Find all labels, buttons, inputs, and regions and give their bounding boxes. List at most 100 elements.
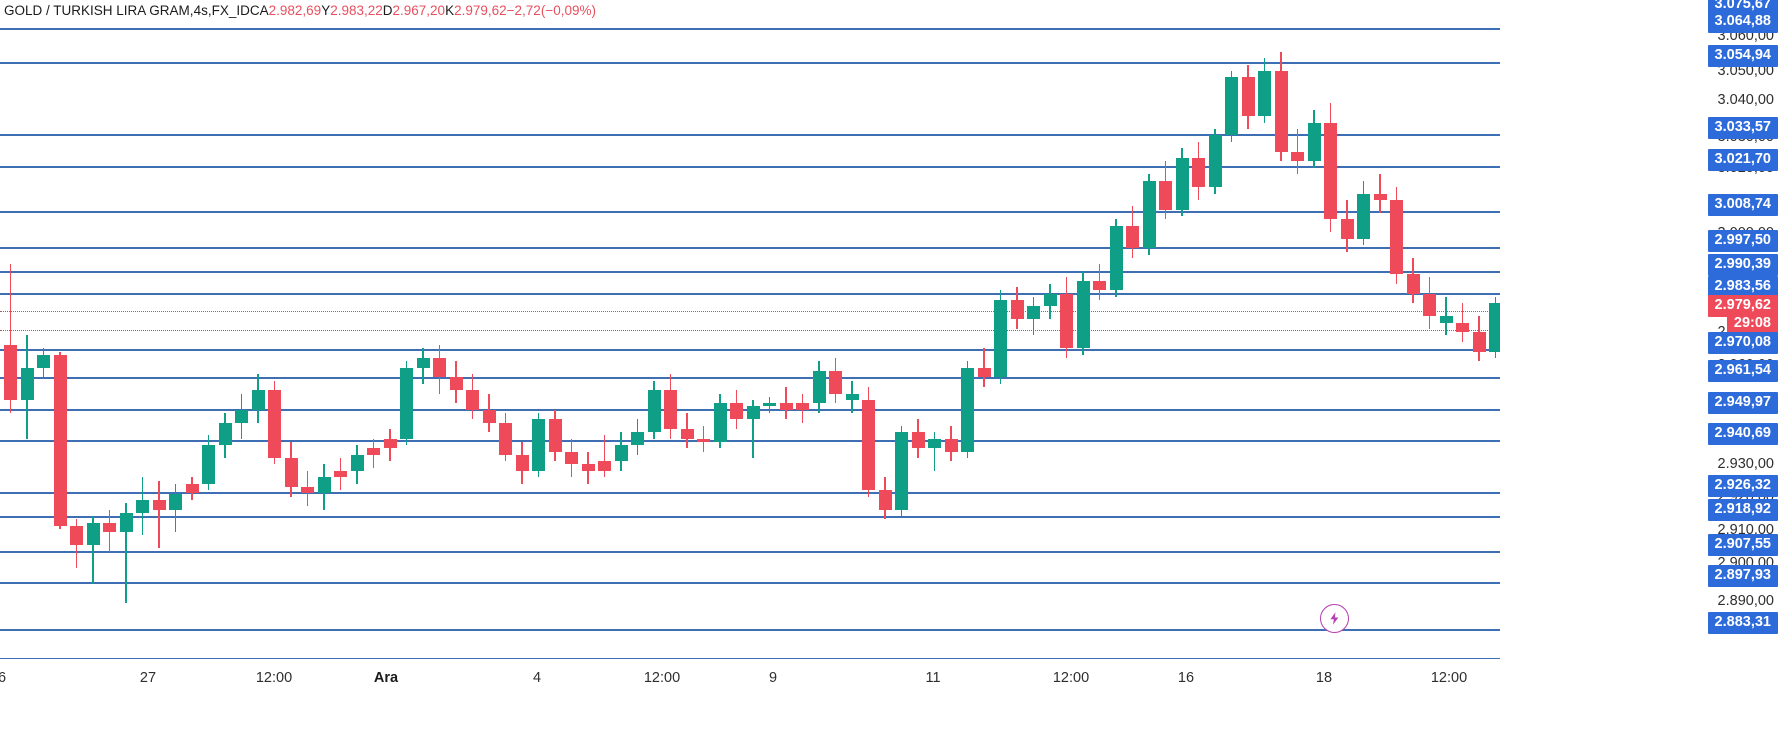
time-tick-label: 12:00 [255,670,293,686]
candle [1175,0,1189,658]
candle-wick [983,348,985,388]
candle [70,0,83,658]
candle-body [631,432,644,446]
candle-body [944,438,958,452]
candle-body [433,358,446,378]
candle-body [1357,193,1370,239]
price-level-badge[interactable]: 3.008,74 [1707,194,1778,216]
candle [1241,0,1255,658]
candle [1274,0,1288,658]
candle-body [367,448,380,455]
candle [911,0,925,658]
candle [1373,0,1387,658]
candle [1439,0,1453,658]
candle-body [829,370,842,394]
candle [1076,0,1090,658]
candle [1291,0,1304,658]
candle-body [383,438,397,449]
candle-body [251,390,265,410]
legend-exchange[interactable]: FX_IDC [211,3,260,18]
price-tick-label: 2.930,00 [1717,456,1774,472]
candle-body [1076,280,1090,349]
candle [383,0,397,658]
candle-wick [9,264,12,413]
candle [763,0,776,658]
candle-wick [603,435,606,478]
candle [829,0,842,658]
last-price-badge[interactable]: 2.979,62 [1707,295,1778,317]
price-level-badge[interactable]: 3.064,88 [1707,11,1778,33]
legend-interval[interactable]: 4s [193,3,208,18]
candle [1225,0,1238,658]
candle [614,0,628,658]
price-tick-label: 3.040,00 [1717,92,1774,108]
candle-body [1027,306,1040,320]
candle-body [730,403,743,420]
candle [1010,0,1024,658]
candle [37,0,50,658]
candle [4,0,17,658]
candle-body [697,438,710,442]
price-level-badge[interactable]: 3.054,94 [1707,45,1778,67]
price-level-badge[interactable]: 3.021,70 [1707,149,1778,171]
candle-body [1291,151,1304,162]
candle [1324,0,1337,658]
price-level-badge[interactable]: 2.961,54 [1707,360,1778,382]
candle-body [994,299,1007,378]
candle-body [499,422,512,455]
time-tick-label: 16 [1177,670,1195,686]
candle-wick [92,516,94,584]
candle [416,0,430,658]
legend-change-percent: (−0,09%) [540,3,596,18]
candle-wick [1461,303,1464,342]
candle [1142,0,1156,658]
price-level-badge[interactable]: 2.897,93 [1707,565,1778,587]
candle-body [1060,293,1073,349]
price-level-badge[interactable]: 2.883,31 [1707,612,1778,634]
candle [103,0,116,658]
candle-body [1241,77,1255,117]
candle-body [1472,332,1486,352]
candle [1027,0,1040,658]
candle [482,0,496,658]
candle [1357,0,1370,658]
candle-body [202,445,215,484]
price-level-badge[interactable]: 2.970,08 [1707,332,1778,354]
price-level-badge[interactable]: 2.926,32 [1707,475,1778,497]
candle [1159,0,1172,658]
time-axis[interactable]: 6 27 12:00 Ara 4 12:00 9 11 12:00 16 18 12:00 [0,658,1780,750]
candle-body [136,499,149,513]
candle [895,0,908,658]
chart-plot-area[interactable] [0,0,1500,658]
price-level-badge[interactable]: 2.949,97 [1707,392,1778,414]
candle-body [1043,293,1057,307]
lightning-bolt-icon[interactable] [1320,604,1349,633]
candle [812,0,826,658]
candle-body [449,377,463,391]
price-level-badge[interactable]: 2.940,69 [1707,423,1778,445]
price-level-badge[interactable]: 2.907,55 [1707,534,1778,556]
candle-body [647,390,661,433]
price-level-badge[interactable]: 2.918,92 [1707,499,1778,521]
candle [1258,0,1271,658]
time-tick-label: 12:00 [1052,670,1090,686]
time-tick-label: 4 [532,670,542,686]
candle-body [1159,180,1172,210]
candle-body [977,367,991,378]
candle-body [400,367,413,439]
price-level-badge[interactable]: 2.990,39 [1707,254,1778,276]
candle-body [746,406,760,420]
price-level-badge[interactable]: 2.983,56 [1707,276,1778,298]
price-level-badge[interactable]: 3.033,57 [1707,117,1778,139]
countdown-badge[interactable]: 29:08 [1726,313,1778,335]
time-tick-label: 12:00 [1430,670,1468,686]
candle [152,0,166,658]
price-axis[interactable]: 3.060,003.050,003.040,003.030,003.020,00… [1500,0,1780,658]
legend-symbol[interactable]: GOLD / TURKISH LIRA GRAM [4,3,190,18]
legend-close-value: 2.979,62 [454,3,507,18]
time-tick-label: 6 [0,670,7,686]
candle [746,0,760,658]
candle-body [763,403,776,407]
price-level-badge[interactable]: 2.997,50 [1707,230,1778,252]
candle-body [416,358,430,368]
